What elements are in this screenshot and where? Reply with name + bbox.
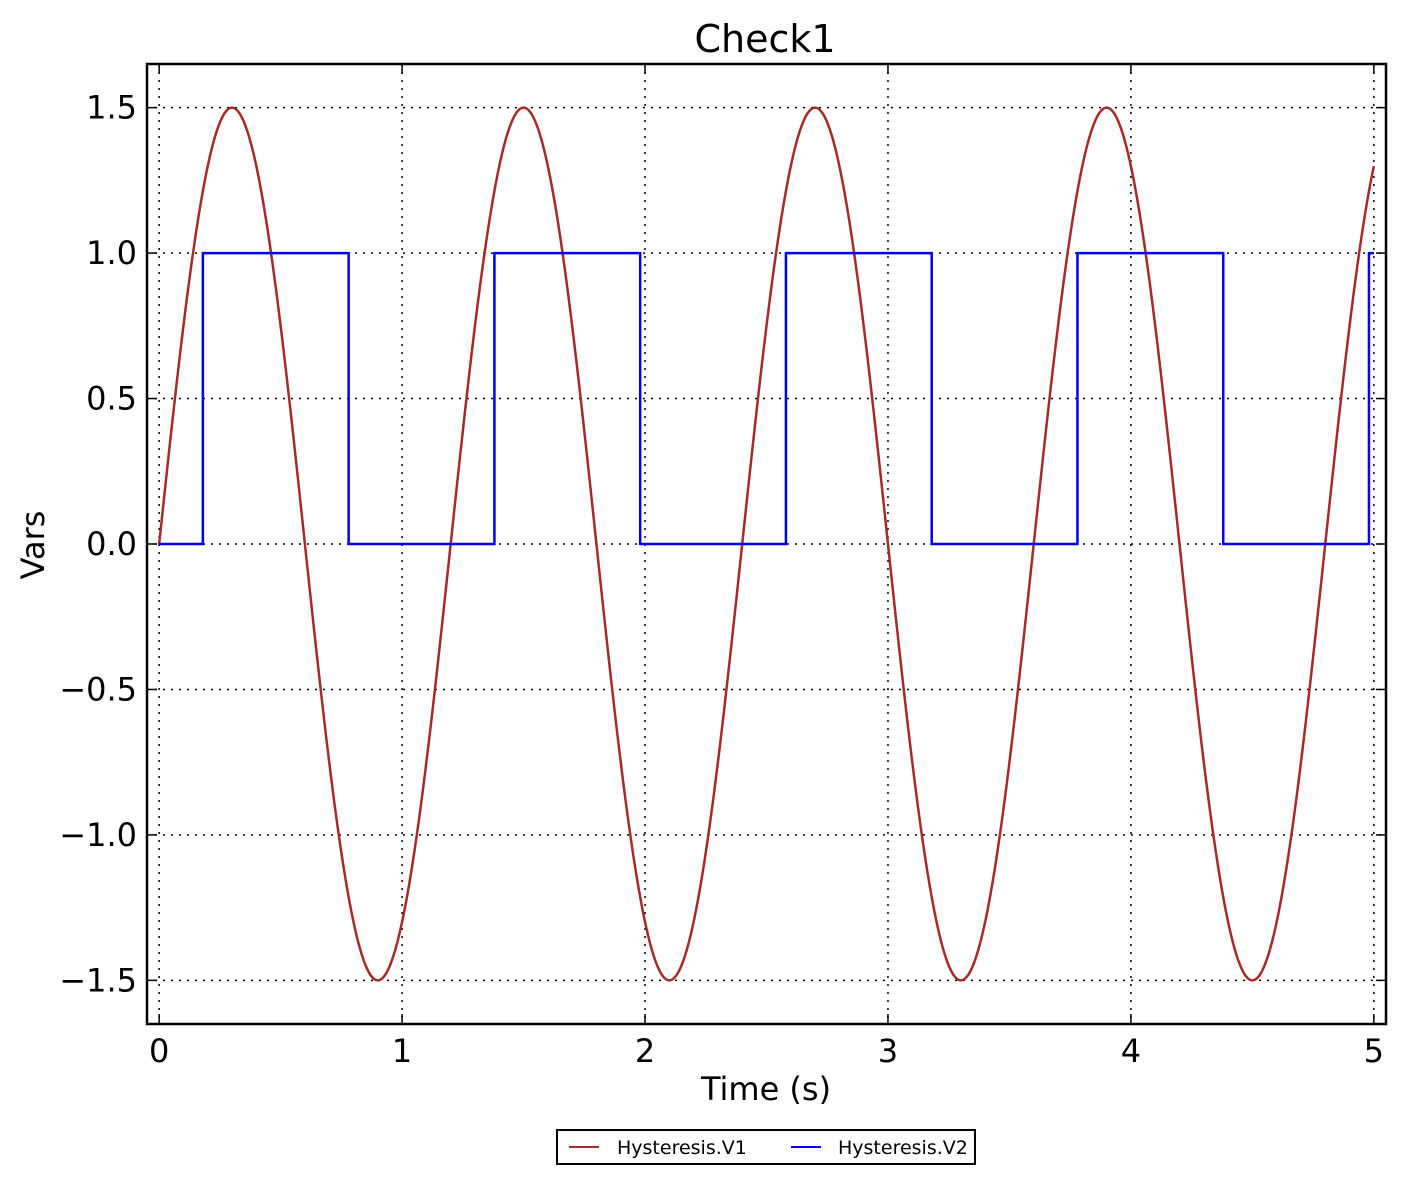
y-tick-label: 0.5 [86, 380, 137, 418]
legend: Hysteresis.V1 Hysteresis.V2 [556, 1129, 976, 1165]
legend-label-v2: Hysteresis.V2 [838, 1137, 968, 1159]
chart-title: Check1 [694, 17, 835, 61]
y-axis-title: Vars [14, 511, 52, 580]
series-layer [157, 106, 1376, 982]
x-tick-label: 3 [878, 1032, 898, 1070]
y-tick-label: 1.0 [86, 234, 137, 272]
y-tick-label: −0.5 [59, 670, 137, 708]
x-tick-label: 0 [149, 1032, 169, 1070]
x-tick-label: 1 [392, 1032, 412, 1070]
x-tick-label: 4 [1121, 1032, 1141, 1070]
y-tick-label: −1.0 [59, 816, 137, 854]
x-tick-label: 2 [635, 1032, 655, 1070]
x-tick-label: 5 [1364, 1032, 1384, 1070]
series-line-v2 [159, 251, 1374, 546]
legend-box [556, 1129, 976, 1165]
series-line-v1 [157, 106, 1376, 982]
y-tick-label: −1.5 [59, 961, 137, 999]
x-axis-title: Time (s) [700, 1070, 831, 1108]
y-tick-label: 0.0 [86, 525, 137, 563]
y-tick-label: 1.5 [86, 89, 137, 127]
ticks: 0 1 2 3 4 5 −1.5 −1.0 −0.5 0.0 0.5 1.0 1.5 [59, 64, 1386, 1070]
legend-label-v1: Hysteresis.V1 [617, 1137, 747, 1159]
